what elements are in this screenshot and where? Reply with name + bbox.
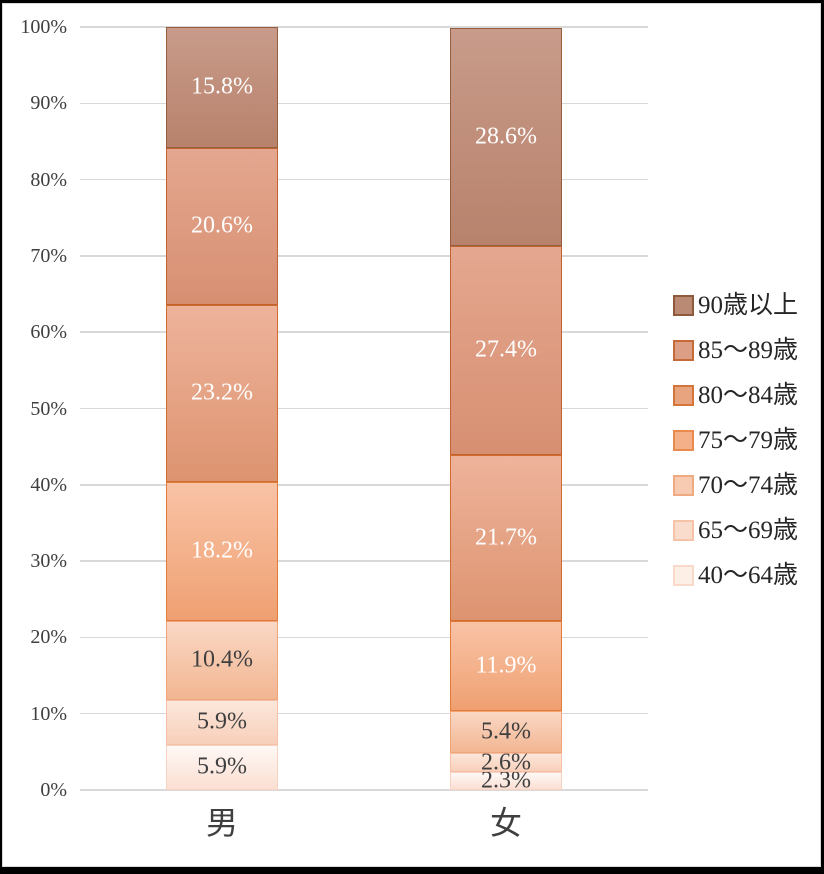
legend: 90歳以上 85〜89歳 80〜84歳 75〜79歳 70〜74歳 65〜69歳 40〜64… — [673, 283, 798, 598]
category-label: 女 — [489, 805, 522, 841]
legend-item: 40〜64歳 — [673, 553, 798, 598]
bar-segment: 5.9% — [166, 699, 278, 745]
legend-item: 75〜79歳 — [673, 418, 798, 463]
y-tick-label: 30% — [30, 550, 67, 573]
gridline — [80, 407, 648, 410]
gridline — [80, 712, 648, 715]
legend-item: 80〜84歳 — [673, 373, 798, 418]
legend-swatch — [673, 340, 694, 361]
bar-segment: 28.6% — [450, 27, 562, 246]
bar-segment: 20.6% — [166, 147, 278, 305]
bar-segment-label: 11.9% — [475, 652, 537, 679]
legend-label: 85〜89歳 — [698, 337, 799, 364]
category-label: 男 — [205, 805, 238, 841]
bar-segment-label: 2.6% — [481, 748, 531, 775]
gridline — [80, 636, 648, 639]
gridline — [80, 560, 648, 562]
y-tick-label: 60% — [30, 321, 67, 344]
bar-segment: 2.6% — [450, 748, 562, 775]
y-tick-label: 90% — [30, 92, 67, 115]
y-tick-label: 80% — [30, 168, 67, 191]
legend-swatch — [673, 430, 694, 451]
gridline — [80, 102, 648, 105]
bar-segment: 21.7% — [450, 455, 562, 621]
bar-segment: 27.4% — [450, 245, 562, 456]
legend-label: 40〜64歳 — [698, 562, 799, 589]
bar-segment: 18.2% — [166, 481, 278, 621]
gridline — [80, 178, 648, 181]
bar-segment: 5.9% — [166, 744, 278, 790]
gridline — [80, 789, 648, 791]
bar-segment-label: 23.2% — [191, 379, 253, 406]
legend-swatch — [673, 565, 694, 586]
bar-segment: 23.2% — [166, 304, 278, 482]
bar-segment: 10.4% — [166, 620, 278, 700]
legend-item: 70〜74歳 — [673, 463, 798, 508]
legend-swatch — [673, 520, 694, 541]
y-tick-label: 50% — [30, 397, 67, 420]
gridline — [80, 26, 648, 28]
y-tick-label: 40% — [30, 473, 67, 496]
bar-segment-label: 21.7% — [475, 524, 537, 551]
y-tick-label: 0% — [40, 779, 67, 801]
legend-swatch — [673, 475, 694, 496]
gridline — [80, 484, 648, 486]
bar-segment-label: 5.9% — [197, 708, 247, 735]
legend-item: 90歳以上 — [673, 283, 798, 328]
legend-swatch — [673, 295, 694, 316]
legend-item: 65〜69歳 — [673, 508, 798, 553]
bar-segment-label: 5.9% — [197, 753, 247, 780]
y-tick-label: 10% — [30, 702, 67, 725]
bar-segment: 15.8% — [166, 27, 278, 148]
bar-segment-label: 27.4% — [475, 336, 537, 363]
bar-segment-label: 10.4% — [191, 646, 253, 673]
legend-swatch — [673, 385, 694, 406]
gridline — [80, 331, 648, 333]
legend-label: 65〜69歳 — [698, 517, 799, 544]
bar-segment-label: 5.4% — [481, 718, 531, 745]
legend-label: 80〜84歳 — [698, 382, 799, 409]
y-tick-label: 20% — [30, 626, 67, 649]
bar-segment: 11.9% — [450, 620, 562, 712]
legend-label: 75〜79歳 — [698, 427, 799, 454]
y-tick-label: 70% — [30, 244, 67, 267]
legend-label: 70〜74歳 — [698, 472, 799, 499]
bar-segment-label: 15.8% — [191, 73, 253, 100]
y-tick-label: 100% — [20, 16, 67, 38]
bar-segment-label: 18.2% — [191, 537, 253, 564]
bar-segment-label: 20.6% — [191, 212, 253, 239]
legend-label: 90歳以上 — [698, 292, 799, 319]
legend-item: 85〜89歳 — [673, 328, 798, 373]
gridline — [80, 255, 648, 257]
chart-area: 90歳以上 85〜89歳 80〜84歳 75〜79歳 70〜74歳 65〜69歳 40〜64… — [2, 3, 821, 867]
bar-segment: 5.4% — [450, 711, 562, 753]
bar-segment-label: 28.6% — [475, 123, 537, 150]
